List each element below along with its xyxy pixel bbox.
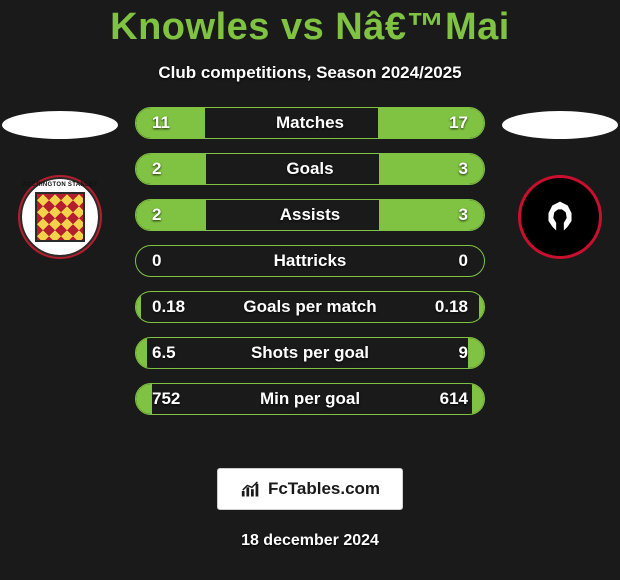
stat-row: 0.18Goals per match0.18 <box>135 291 485 323</box>
stat-value-right: 9 <box>394 343 484 363</box>
stat-label: Assists <box>226 205 394 225</box>
stat-label: Min per goal <box>226 389 394 409</box>
stat-value-left: 11 <box>136 113 226 133</box>
stat-row: 0Hattricks0 <box>135 245 485 277</box>
stat-value-left: 0.18 <box>136 297 226 317</box>
player-photo-placeholder-left <box>2 111 118 139</box>
crest-left-label: ACCRINGTON STANLEY <box>22 182 98 188</box>
page-title: Knowles vs Nâ€™Mai <box>0 0 620 49</box>
stat-value-left: 2 <box>136 205 226 225</box>
stat-label: Shots per goal <box>226 343 394 363</box>
left-player-column: ACCRINGTON STANLEY <box>0 107 120 259</box>
stat-value-right: 0 <box>394 251 484 271</box>
stat-value-right: 614 <box>394 389 484 409</box>
stat-row: 6.5Shots per goal9 <box>135 337 485 369</box>
stat-row: 2Goals3 <box>135 153 485 185</box>
stat-label: Matches <box>226 113 394 133</box>
stat-row: 2Assists3 <box>135 199 485 231</box>
lion-icon <box>536 193 584 241</box>
stat-label: Hattricks <box>226 251 394 271</box>
stat-value-right: 17 <box>394 113 484 133</box>
stat-value-left: 6.5 <box>136 343 226 363</box>
stat-value-right: 3 <box>394 205 484 225</box>
source-badge-text: FcTables.com <box>268 479 380 499</box>
footer: FcTables.com 18 december 2024 <box>0 468 620 550</box>
stat-row: 752Min per goal614 <box>135 383 485 415</box>
right-player-column <box>500 107 620 259</box>
chart-growth-icon <box>240 480 262 498</box>
stat-value-left: 0 <box>136 251 226 271</box>
stat-label: Goals per match <box>226 297 394 317</box>
stat-row: 11Matches17 <box>135 107 485 139</box>
page-subtitle: Club competitions, Season 2024/2025 <box>0 63 620 83</box>
club-crest-left: ACCRINGTON STANLEY <box>18 175 102 259</box>
snapshot-date: 18 december 2024 <box>241 532 379 550</box>
stat-value-left: 752 <box>136 389 226 409</box>
stat-value-left: 2 <box>136 159 226 179</box>
stat-label: Goals <box>226 159 394 179</box>
stat-value-right: 3 <box>394 159 484 179</box>
club-crest-right <box>518 175 602 259</box>
stats-list: 11Matches172Goals32Assists30Hattricks00.… <box>135 107 485 429</box>
source-badge[interactable]: FcTables.com <box>217 468 403 510</box>
player-photo-placeholder-right <box>502 111 618 139</box>
comparison-area: ACCRINGTON STANLEY 11Matches172Goals32As… <box>0 107 620 437</box>
stat-value-right: 0.18 <box>394 297 484 317</box>
